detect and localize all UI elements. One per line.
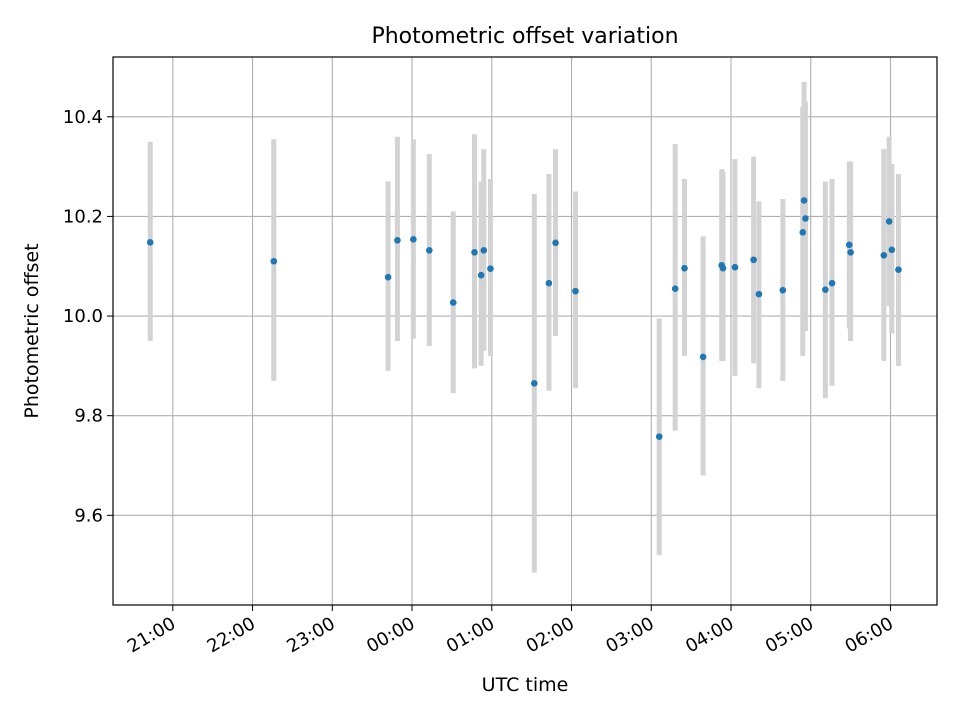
data-point — [410, 236, 417, 243]
data-points — [146, 197, 902, 440]
data-point — [719, 264, 727, 272]
data-point — [847, 248, 854, 256]
data-point — [477, 271, 485, 279]
y-tick-label: 9.8 — [74, 406, 103, 427]
data-point — [699, 353, 707, 361]
error-bars — [147, 81, 901, 573]
x-tick-label: 21:00 — [124, 613, 179, 657]
data-point — [531, 380, 538, 387]
data-point — [681, 264, 688, 272]
x-tick-label: 04:00 — [682, 613, 737, 657]
data-point — [799, 229, 807, 236]
data-point — [750, 256, 757, 264]
data-point — [885, 218, 893, 225]
y-tick-label: 9.6 — [74, 505, 103, 526]
x-tick-label: 22:00 — [204, 613, 259, 657]
data-point — [471, 248, 478, 256]
x-axis-ticks: 21:00 22:00 23:00 00:00 01:00 02:00 03:00 04:00… — [124, 605, 897, 657]
x-tick-label: 02:00 — [523, 613, 578, 657]
data-point — [384, 273, 392, 281]
x-tick-label: 05:00 — [762, 613, 817, 657]
data-point — [822, 286, 829, 293]
x-tick-label: 03:00 — [602, 613, 657, 657]
y-axis-label: Photometric offset — [21, 243, 43, 418]
data-point — [731, 263, 739, 271]
data-point — [888, 246, 896, 254]
data-point — [828, 279, 836, 287]
data-point — [270, 257, 278, 265]
data-point — [755, 290, 763, 298]
y-axis-ticks: 9.6 9.8 10.0 10.2 10.4 — [63, 107, 113, 526]
y-tick-label: 10.2 — [63, 206, 103, 227]
y-tick-label: 10.0 — [63, 306, 103, 327]
data-point — [802, 215, 809, 222]
data-point — [146, 239, 154, 246]
chart-title: Photometric offset variation — [371, 24, 678, 49]
x-tick-label: 01:00 — [443, 613, 498, 657]
data-point — [671, 285, 679, 292]
data-point — [394, 237, 401, 244]
y-tick-label: 10.4 — [63, 107, 103, 128]
data-point — [800, 197, 808, 204]
data-point — [480, 246, 488, 254]
grid — [113, 57, 937, 605]
x-tick-label: 23:00 — [283, 613, 338, 657]
data-point — [880, 251, 888, 259]
data-point — [449, 299, 457, 306]
data-point — [845, 241, 853, 249]
x-axis-label: UTC time — [482, 674, 569, 696]
data-point — [655, 433, 663, 440]
data-point — [572, 287, 579, 295]
data-point — [426, 246, 433, 254]
plot-area-frame — [112, 56, 938, 606]
data-point — [779, 286, 787, 294]
x-tick-label: 00:00 — [363, 613, 418, 657]
data-point — [895, 266, 902, 274]
data-point — [487, 265, 494, 273]
x-tick-label: 06:00 — [842, 613, 897, 657]
data-point — [552, 239, 559, 247]
data-point — [545, 279, 553, 287]
